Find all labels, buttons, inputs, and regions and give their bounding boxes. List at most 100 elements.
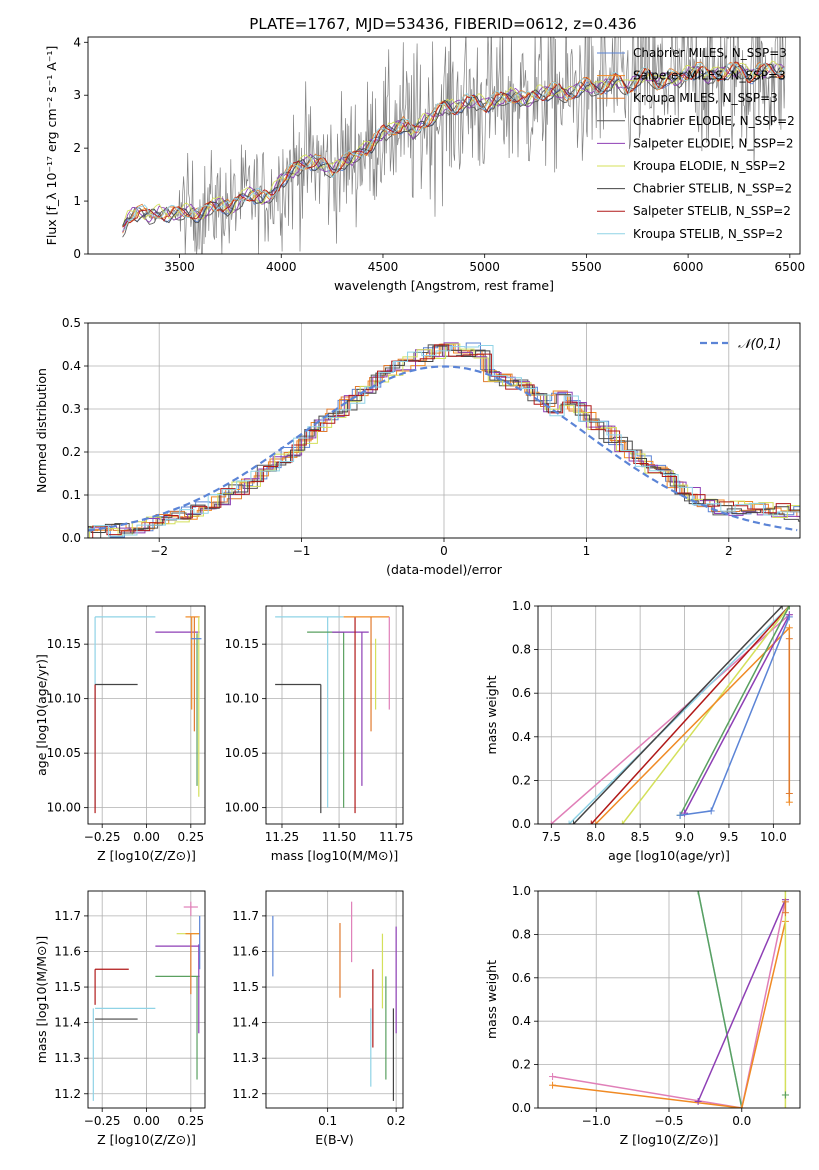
y-tick-label: 10.05 — [225, 746, 259, 760]
y-tick-label: 11.5 — [54, 980, 81, 994]
x-tick-label: −2 — [150, 544, 168, 558]
residual-histogram — [88, 342, 800, 538]
observed-spectrum — [122, 37, 786, 254]
y-axis-label: mass weight — [484, 960, 499, 1039]
y-tick-label: 11.7 — [232, 909, 259, 923]
y-tick-label: 11.3 — [54, 1051, 81, 1065]
axes-frame — [87, 890, 206, 1109]
plot-area-massweight_vs_Z — [549, 891, 789, 1108]
model-fit-line — [122, 61, 785, 228]
y-tick-label: 11.2 — [54, 1087, 81, 1101]
mass-weight-line — [590, 606, 790, 824]
y-tick-label: 0.5 — [62, 316, 81, 330]
residual-histogram — [88, 344, 800, 537]
x-tick-label: 9.0 — [675, 830, 694, 844]
x-tick-label: 5500 — [571, 260, 602, 274]
mass-weight-line — [697, 891, 743, 1108]
y-tick-label: 11.7 — [54, 909, 81, 923]
plot-area-residuals — [88, 342, 800, 538]
y-tick-label: 0.1 — [62, 488, 81, 502]
axes-frame — [265, 605, 404, 825]
x-axis-label: mass [log10(M/M⊙)] — [271, 848, 399, 863]
x-tick-label: −0.25 — [84, 1114, 121, 1128]
x-tick-label: −1 — [293, 544, 311, 558]
legend-label: 𝒩(0,1) — [738, 337, 781, 352]
y-tick-label: 10.00 — [47, 801, 81, 815]
legend-label: Kroupa ELODIE, N_SSP=2 — [633, 159, 786, 173]
legend-label: Salpeter STELIB, N_SSP=2 — [633, 204, 791, 218]
axes-frame — [537, 890, 801, 1109]
x-axis-label: Z [log10(Z/Z⊙)] — [97, 1132, 196, 1147]
plot-area-massweight_vs_age — [547, 606, 793, 824]
x-axis-label: age [log10(age/yr)] — [608, 848, 730, 863]
y-tick-label: 4 — [73, 35, 81, 49]
residual-histogram — [88, 345, 800, 534]
y-tick-label: 0.6 — [512, 686, 531, 700]
y-tick-label: 11.2 — [232, 1087, 259, 1101]
axes-frame — [87, 605, 206, 825]
y-tick-label: 11.5 — [232, 980, 259, 994]
y-tick-label: 10.15 — [225, 637, 259, 651]
mass-weight-line — [697, 899, 787, 1102]
y-tick-label: 10.10 — [47, 692, 81, 706]
x-axis-label: wavelength [Angstrom, rest frame] — [334, 278, 554, 293]
x-tick-label: −0.5 — [654, 1114, 683, 1128]
y-tick-label: 0.2 — [62, 445, 81, 459]
x-tick-label: 4500 — [368, 260, 399, 274]
x-tick-label: 2 — [725, 544, 733, 558]
legend-label: Chabrier STELIB, N_SSP=2 — [633, 182, 792, 196]
y-tick-label: 1.0 — [512, 884, 531, 898]
x-axis-label: Z [log10(Z/Z⊙)] — [97, 848, 196, 863]
y-tick-label: 1 — [73, 194, 81, 208]
y-tick-label: 0.2 — [512, 773, 531, 787]
y-tick-label: 0.6 — [512, 971, 531, 985]
legend-label: Salpeter MILES, N_SSP=3 — [633, 69, 786, 83]
x-tick-label: 0.00 — [133, 1114, 160, 1128]
model-fit-line — [122, 62, 785, 226]
y-axis-label: mass weight — [484, 675, 499, 754]
mass-weight-line — [568, 606, 790, 824]
x-tick-label: 9.5 — [719, 830, 738, 844]
legend-label: Salpeter ELODIE, N_SSP=2 — [633, 136, 794, 150]
x-tick-label: 6000 — [673, 260, 704, 274]
x-tick-label: 0 — [440, 544, 448, 558]
x-tick-label: 8.0 — [586, 830, 605, 844]
y-tick-label: 11.4 — [232, 1016, 259, 1030]
y-tick-label: 1.0 — [512, 599, 531, 613]
y-tick-label: 11.6 — [232, 944, 259, 958]
x-axis-label: E(B-V) — [315, 1132, 354, 1147]
figure-title: PLATE=1767, MJD=53436, FIBERID=0612, z=0… — [249, 15, 636, 33]
legend-label: Kroupa STELIB, N_SSP=2 — [633, 227, 783, 241]
x-tick-label: 11.75 — [379, 830, 413, 844]
x-tick-label: 0.00 — [133, 830, 160, 844]
residual-histogram — [88, 344, 800, 538]
axes-frame — [87, 36, 801, 255]
y-tick-label: 0.4 — [512, 730, 531, 744]
y-tick-label: 10.05 — [47, 746, 81, 760]
x-tick-label: 11.25 — [265, 830, 299, 844]
mass-weight-line — [552, 899, 787, 1108]
mass-weight-line — [572, 606, 783, 824]
y-axis-label: Normed distribution — [34, 368, 49, 493]
mass-weight-line — [552, 921, 787, 1108]
x-tick-label: 4000 — [266, 260, 297, 274]
x-tick-label: 7.5 — [542, 830, 561, 844]
legend-label: Chabrier MILES, N_SSP=3 — [633, 46, 787, 60]
y-axis-label: mass [log10(M/M⊙)] — [34, 936, 49, 1064]
y-tick-label: 0.4 — [512, 1014, 531, 1028]
y-tick-label: 0 — [73, 247, 81, 261]
x-tick-label: 0.2 — [387, 1114, 406, 1128]
x-tick-label: 5000 — [469, 260, 500, 274]
y-tick-label: 10.10 — [225, 692, 259, 706]
y-tick-label: 0.4 — [62, 359, 81, 373]
plot-area-spectrum — [122, 37, 786, 254]
model-fit-line — [122, 63, 785, 233]
x-tick-label: 0.25 — [177, 1114, 204, 1128]
y-tick-label: 3 — [73, 88, 81, 102]
residual-histogram — [88, 343, 800, 538]
x-tick-label: 1 — [583, 544, 591, 558]
legend-label: Kroupa MILES, N_SSP=3 — [633, 91, 778, 105]
mass-weight-line — [679, 606, 790, 816]
x-tick-label: 10.0 — [760, 830, 787, 844]
